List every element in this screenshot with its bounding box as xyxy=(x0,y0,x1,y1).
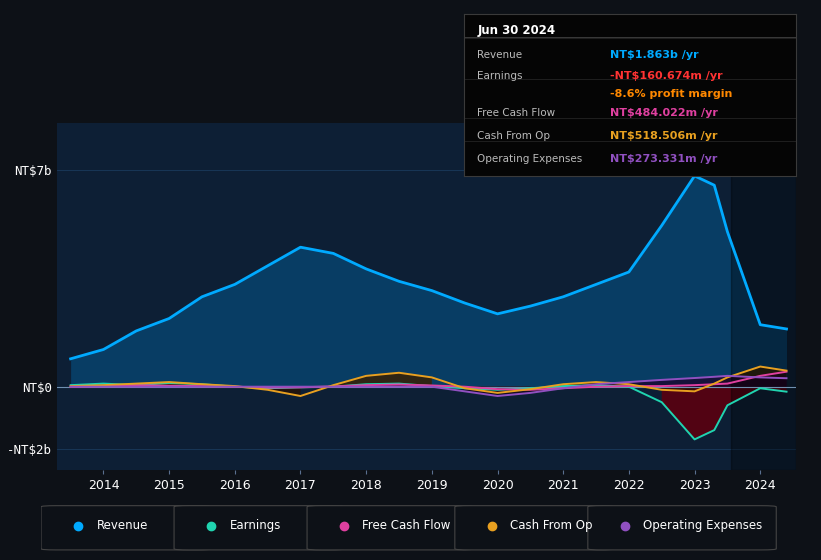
Text: Jun 30 2024: Jun 30 2024 xyxy=(477,24,555,37)
Text: Cash From Op: Cash From Op xyxy=(477,131,550,141)
Text: Free Cash Flow: Free Cash Flow xyxy=(477,108,555,118)
Text: Cash From Op: Cash From Op xyxy=(511,519,593,532)
FancyBboxPatch shape xyxy=(174,506,344,550)
Text: -NT$160.674m /yr: -NT$160.674m /yr xyxy=(610,71,722,81)
Text: Revenue: Revenue xyxy=(97,519,148,532)
Text: NT$518.506m /yr: NT$518.506m /yr xyxy=(610,131,718,141)
FancyBboxPatch shape xyxy=(455,506,613,550)
FancyBboxPatch shape xyxy=(41,506,211,550)
Text: Earnings: Earnings xyxy=(477,71,523,81)
FancyBboxPatch shape xyxy=(588,506,777,550)
Text: Earnings: Earnings xyxy=(230,519,281,532)
Text: Operating Expenses: Operating Expenses xyxy=(477,153,582,164)
Text: NT$484.022m /yr: NT$484.022m /yr xyxy=(610,108,718,118)
Text: Operating Expenses: Operating Expenses xyxy=(644,519,763,532)
Bar xyxy=(731,123,796,470)
Text: Revenue: Revenue xyxy=(477,50,522,60)
Text: -8.6% profit margin: -8.6% profit margin xyxy=(610,88,732,99)
Text: NT$1.863b /yr: NT$1.863b /yr xyxy=(610,50,699,60)
Text: Free Cash Flow: Free Cash Flow xyxy=(363,519,451,532)
FancyBboxPatch shape xyxy=(307,506,473,550)
Text: NT$273.331m /yr: NT$273.331m /yr xyxy=(610,153,718,164)
